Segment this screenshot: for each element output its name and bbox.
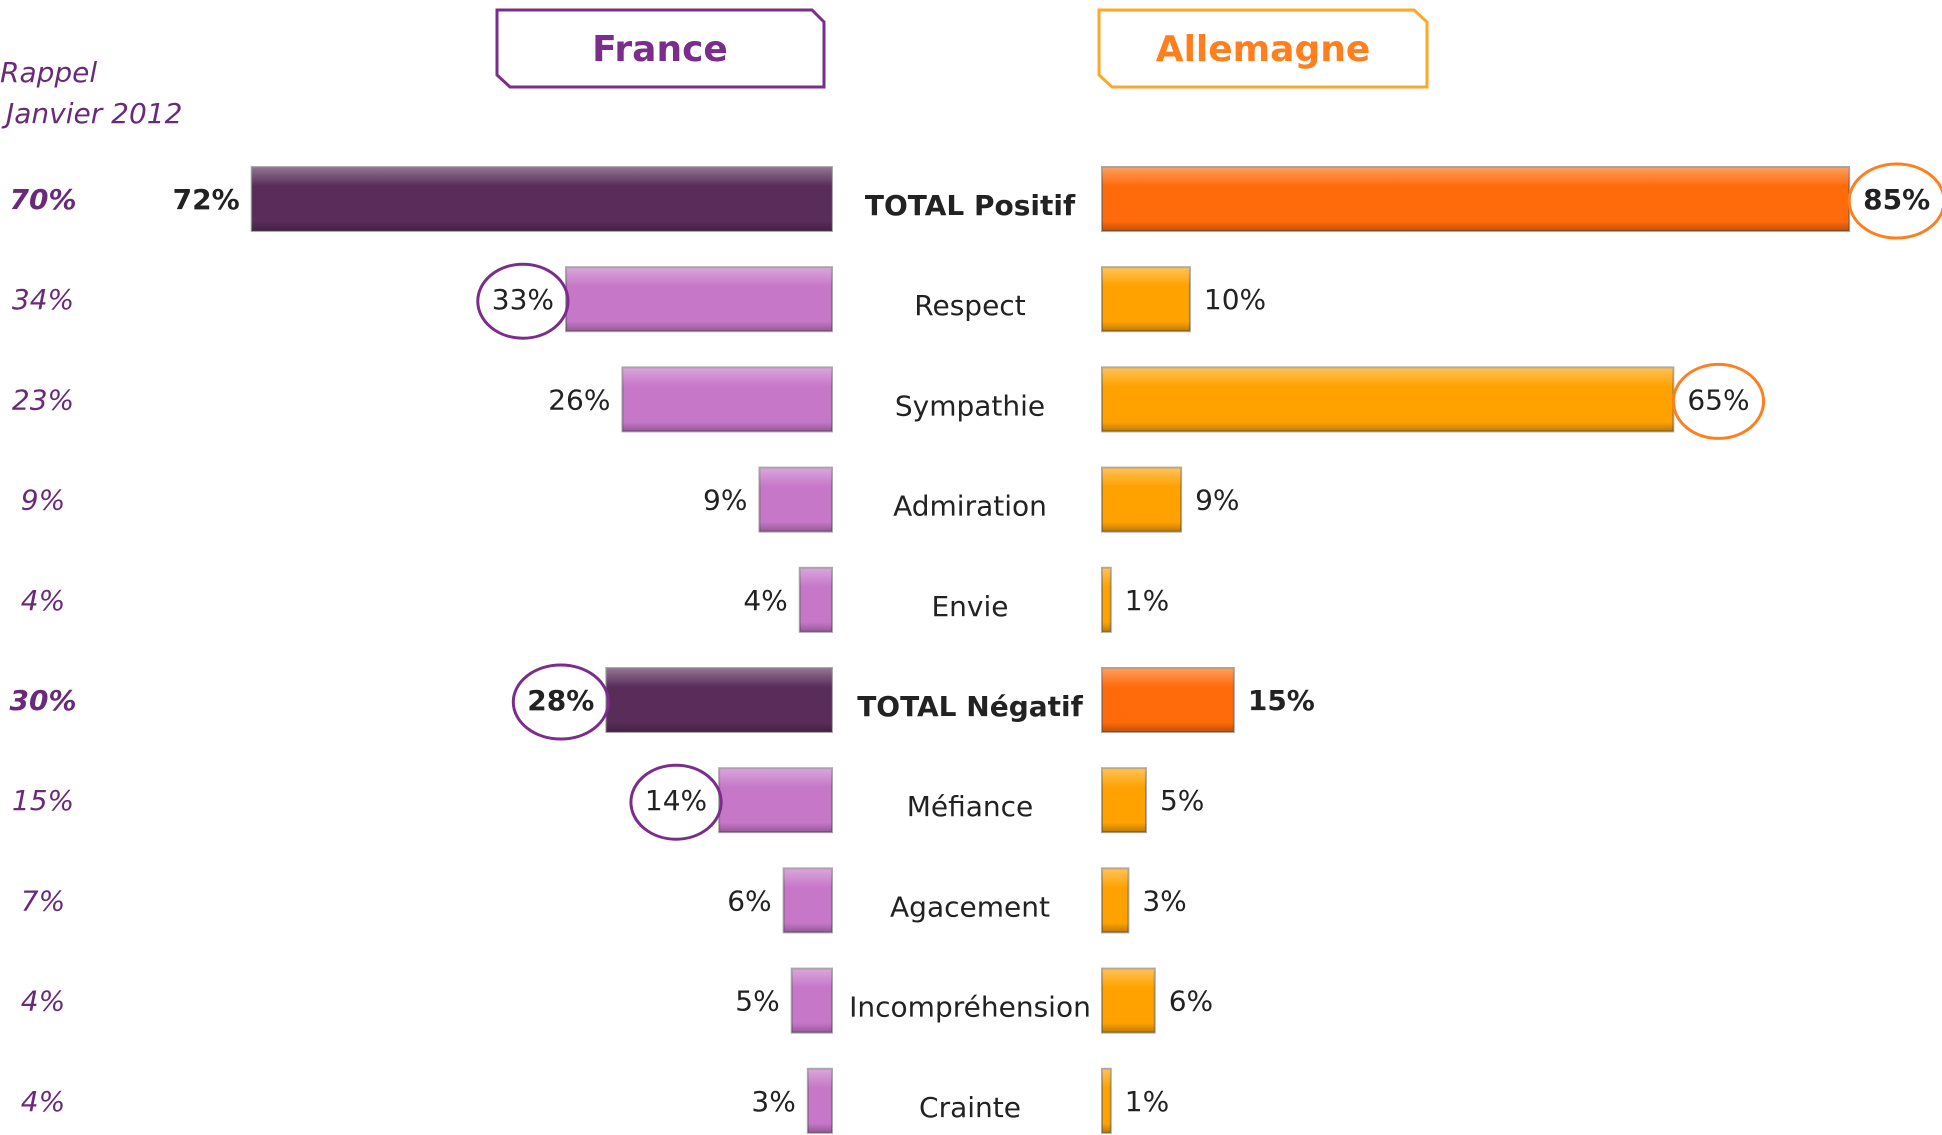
bar-shine	[799, 567, 832, 632]
bar-shine	[1102, 267, 1190, 332]
value-label: 26%	[548, 383, 610, 416]
bar-shine	[1102, 367, 1674, 432]
bar-shine	[719, 768, 832, 833]
category-label: Crainte	[919, 1091, 1021, 1124]
reference-value: 15%	[12, 784, 74, 817]
reference-value: 7%	[21, 884, 65, 917]
value-label: 9%	[703, 484, 747, 517]
bar-shine	[1102, 567, 1111, 632]
value-label: 4%	[743, 584, 787, 617]
category-label: Envie	[931, 590, 1008, 623]
value-label: 15%	[1248, 684, 1315, 717]
category-label: TOTAL Positif	[865, 189, 1076, 222]
bar-shine	[807, 1068, 832, 1133]
value-label: 5%	[1160, 784, 1204, 817]
value-label: 1%	[1125, 584, 1169, 617]
category-label: Admiration	[893, 490, 1047, 523]
bar-shine	[791, 968, 832, 1033]
reference-value: 34%	[12, 283, 74, 316]
value-label: 65%	[1687, 383, 1749, 416]
bar-shine	[1102, 467, 1182, 532]
bar-shine	[1102, 167, 1850, 231]
series-header: Allemagne	[1156, 29, 1371, 70]
reference-value: 70%	[9, 183, 76, 216]
category-label: TOTAL Négatif	[857, 690, 1083, 723]
bar-shine	[759, 467, 832, 532]
bar-shine	[1102, 768, 1146, 833]
category-label: Respect	[914, 289, 1025, 322]
value-label: 85%	[1863, 183, 1930, 216]
highlight-circle	[1671, 362, 1766, 440]
value-label: 3%	[1142, 884, 1186, 917]
category-label: Méfiance	[907, 790, 1034, 823]
reference-title: Rappel	[0, 56, 97, 89]
reference-value: 9%	[21, 484, 65, 517]
category-label: Sympathie	[895, 389, 1045, 422]
highlight-circle	[511, 663, 610, 741]
bar-shine	[566, 267, 832, 332]
value-label: 9%	[1195, 484, 1239, 517]
bar-shine	[1102, 968, 1155, 1033]
header-box	[495, 8, 826, 89]
value-label: 5%	[735, 985, 779, 1018]
highlight-circle	[476, 262, 570, 340]
reference-title: Janvier 2012	[1, 97, 182, 130]
value-label: 33%	[492, 283, 554, 316]
value-label: 72%	[173, 183, 240, 216]
value-label: 6%	[727, 884, 771, 917]
bar-shine	[1102, 868, 1129, 933]
value-label: 14%	[645, 784, 707, 817]
value-label: 10%	[1204, 283, 1266, 316]
value-label: 28%	[527, 684, 594, 717]
reference-value: 30%	[9, 684, 76, 717]
highlight-circle	[629, 763, 723, 841]
reference-value: 4%	[21, 1085, 65, 1118]
bar-shine	[622, 367, 832, 432]
bar-shine	[1102, 668, 1234, 732]
series-header: France	[592, 29, 728, 70]
bar-shine	[606, 668, 832, 732]
bar-shine	[1102, 1068, 1111, 1133]
bar-shine	[783, 868, 832, 933]
category-label: Incompréhension	[849, 991, 1091, 1024]
bar-shine	[251, 167, 832, 231]
reference-value: 23%	[12, 383, 74, 416]
header-box	[1097, 8, 1429, 89]
value-label: 6%	[1169, 985, 1213, 1018]
highlight-circle	[1847, 162, 1942, 240]
category-label: Agacement	[890, 890, 1050, 923]
reference-value: 4%	[21, 584, 65, 617]
reference-value: 4%	[21, 985, 65, 1018]
value-label: 1%	[1125, 1085, 1169, 1118]
value-label: 3%	[751, 1085, 795, 1118]
